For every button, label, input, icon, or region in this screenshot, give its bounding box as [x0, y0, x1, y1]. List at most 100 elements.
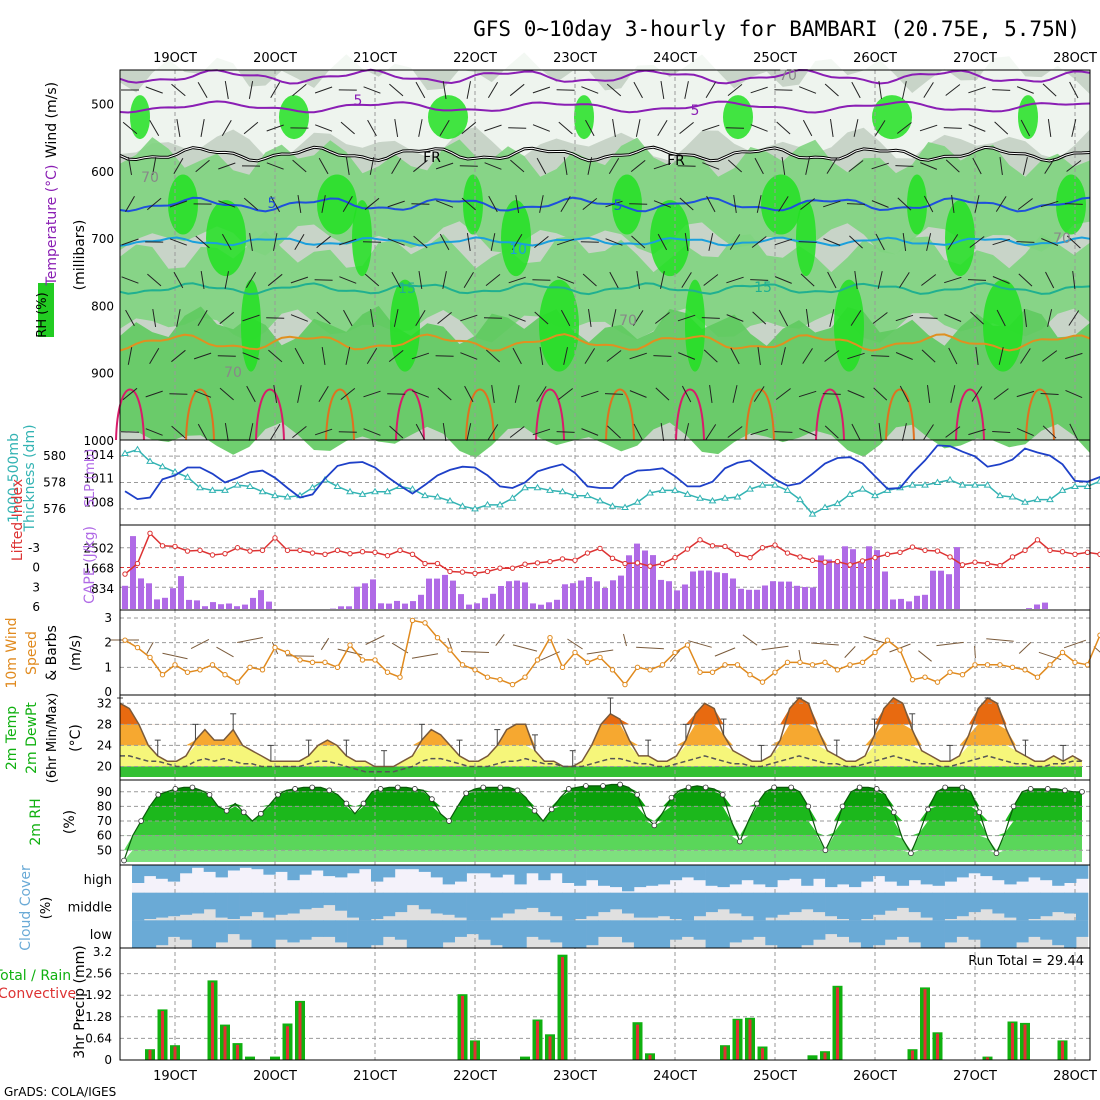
lifted-index-line-point: [134, 560, 141, 567]
contour-label: 70: [224, 365, 242, 381]
cloud-middle-bar: [430, 892, 444, 914]
wind-barb: [391, 158, 402, 174]
cloud-middle-bar: [980, 892, 993, 910]
cloud-low-bar: [132, 920, 145, 948]
thickness-line-point: [921, 481, 929, 488]
wind-barb: [315, 124, 333, 132]
rh2m-fill-band: [124, 821, 1082, 836]
wind-barb: [294, 347, 305, 365]
wind-barb: [363, 428, 381, 436]
rh2m-point: [463, 790, 469, 797]
wind-barb: [604, 393, 624, 395]
wind-barb: [585, 119, 595, 137]
thickness-line-point: [596, 496, 604, 504]
wind-barb: [854, 271, 858, 289]
cape-bar: [898, 598, 904, 609]
cloud-middle-bar: [705, 892, 718, 913]
cape-bar: [234, 606, 240, 609]
cloud-middle-bar: [920, 892, 933, 918]
cloud-high-bar: [550, 865, 563, 874]
wind-barb: [532, 428, 551, 436]
date-label-bottom: 23OCT: [553, 1069, 597, 1084]
wind-barb: [726, 276, 744, 284]
wind-barb: [439, 233, 450, 251]
wind-barb: [509, 426, 525, 438]
thickness-line-point: [858, 485, 867, 492]
wind-barb: [727, 159, 743, 173]
precip-total-label: Total / Rain: [0, 968, 71, 984]
wind-barb: [971, 386, 983, 402]
lifted-index-line-point: [409, 551, 416, 558]
cape-bar: [242, 604, 248, 609]
wind-barb: [757, 347, 761, 365]
lifted-index-line-point: [297, 547, 303, 554]
wind10m-speed-line-point: [884, 637, 891, 643]
precip-total-bar: [270, 1056, 280, 1060]
wind-barb: [875, 233, 885, 251]
cloud-middle-bar: [968, 892, 981, 913]
wind10m-speed-line-point: [572, 649, 578, 656]
wind-barb: [536, 386, 547, 402]
cloud-low-bar: [251, 920, 264, 948]
wind10m-barb: [1093, 646, 1100, 653]
wind-barb: [774, 238, 793, 246]
precip-convective-bar: [923, 989, 927, 1060]
cloud-high-bar: [490, 865, 503, 878]
lifted-index-line-point: [684, 546, 691, 552]
lifted-index-line-point: [734, 551, 741, 558]
wind10m-speed-line-point: [234, 679, 241, 685]
lifted-index-line-point: [272, 535, 278, 541]
wind10m-speed-line-point: [134, 644, 141, 651]
cloud-middle-bar: [227, 892, 240, 919]
wind-barb: [951, 195, 955, 213]
cloud-high-bar: [1076, 865, 1089, 879]
rh2m-point: [942, 784, 948, 791]
date-label-bottom: 21OCT: [353, 1069, 397, 1084]
wind-barb: [292, 83, 307, 97]
cloud-middle-bar: [526, 892, 539, 908]
wind-barb: [509, 83, 525, 97]
date-label-top: 27OCT: [953, 51, 997, 66]
cape-bar: [154, 599, 160, 609]
wind-barb: [660, 423, 665, 441]
wind-barb: [729, 234, 741, 250]
wind-barb: [992, 276, 1010, 284]
cloud-high-bar: [502, 865, 515, 875]
date-label-top: 19OCT: [153, 51, 197, 66]
precip-convective-bar: [736, 1020, 739, 1060]
wind-barb: [706, 195, 716, 213]
precip-convective-bar: [761, 1048, 764, 1060]
date-label-top: 25OCT: [753, 51, 797, 66]
cape-bar: [370, 579, 376, 609]
wind-barb: [1020, 119, 1031, 137]
cloud-middle-bar: [311, 892, 324, 908]
lifted-index-line-point: [1009, 554, 1016, 560]
lifted-index-line-point: [584, 550, 591, 556]
wind10m-speed-line-point: [459, 662, 466, 668]
wind-barb: [224, 423, 229, 441]
thickness-line-point: [533, 483, 542, 491]
wind-barb: [173, 157, 184, 175]
cloud-high-bar: [442, 865, 455, 885]
minmax-label: (6hr Min/Max): [45, 693, 60, 783]
precip-tick: 1.92: [85, 988, 112, 1002]
thickness-line-point: [233, 481, 242, 488]
wind-barb: [125, 195, 135, 213]
wind-barb: [923, 195, 934, 213]
thickness-line-point: [246, 482, 254, 489]
cloud-low-bar: [610, 920, 623, 937]
wind10m-barb: [320, 637, 330, 651]
wind-barb: [514, 385, 520, 403]
lifted-index-line-point: [459, 569, 466, 575]
rh2m-point: [275, 791, 281, 798]
precip-convective-bar: [748, 1019, 752, 1060]
wind-barb: [1047, 119, 1052, 137]
wind-barb: [636, 271, 640, 289]
wind-barb: [169, 200, 188, 208]
wind-barb: [581, 428, 599, 436]
thickness-line-point: [308, 483, 317, 491]
cloud-low-bar: [155, 920, 169, 946]
date-label-bottom: 28OCT: [1053, 1069, 1097, 1084]
precip-convective-bar: [636, 1024, 639, 1060]
cape-bar: [810, 587, 816, 609]
